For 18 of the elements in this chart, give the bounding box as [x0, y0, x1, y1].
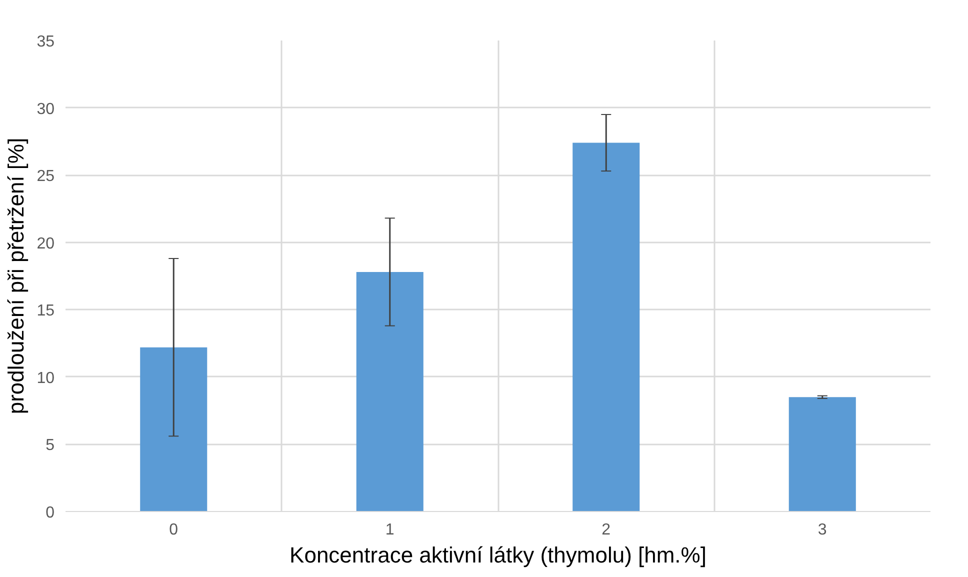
y-tick-label: 20 — [36, 235, 55, 252]
y-tick-label: 5 — [46, 437, 55, 454]
bar — [788, 397, 856, 512]
y-tick-label: 25 — [36, 168, 55, 186]
y-tick-label: 10 — [36, 370, 55, 387]
x-tick-label: 0 — [169, 522, 178, 538]
y-tick-label: 15 — [36, 302, 55, 320]
x-axis-title: Koncentrace aktivní látky (thymolu) [hm.%] — [290, 542, 706, 568]
x-tick-label: 2 — [602, 522, 611, 538]
y-tick-label: 0 — [46, 504, 55, 522]
bar — [356, 272, 424, 512]
bar — [572, 142, 640, 512]
y-axis-title: prodloužení při přetržení [%] — [4, 138, 29, 414]
x-tick-label: 3 — [818, 522, 827, 538]
y-tick-label: 35 — [36, 34, 55, 50]
bar — [140, 347, 208, 512]
x-tick-label: 1 — [385, 522, 394, 538]
y-tick-label: 30 — [36, 100, 55, 118]
